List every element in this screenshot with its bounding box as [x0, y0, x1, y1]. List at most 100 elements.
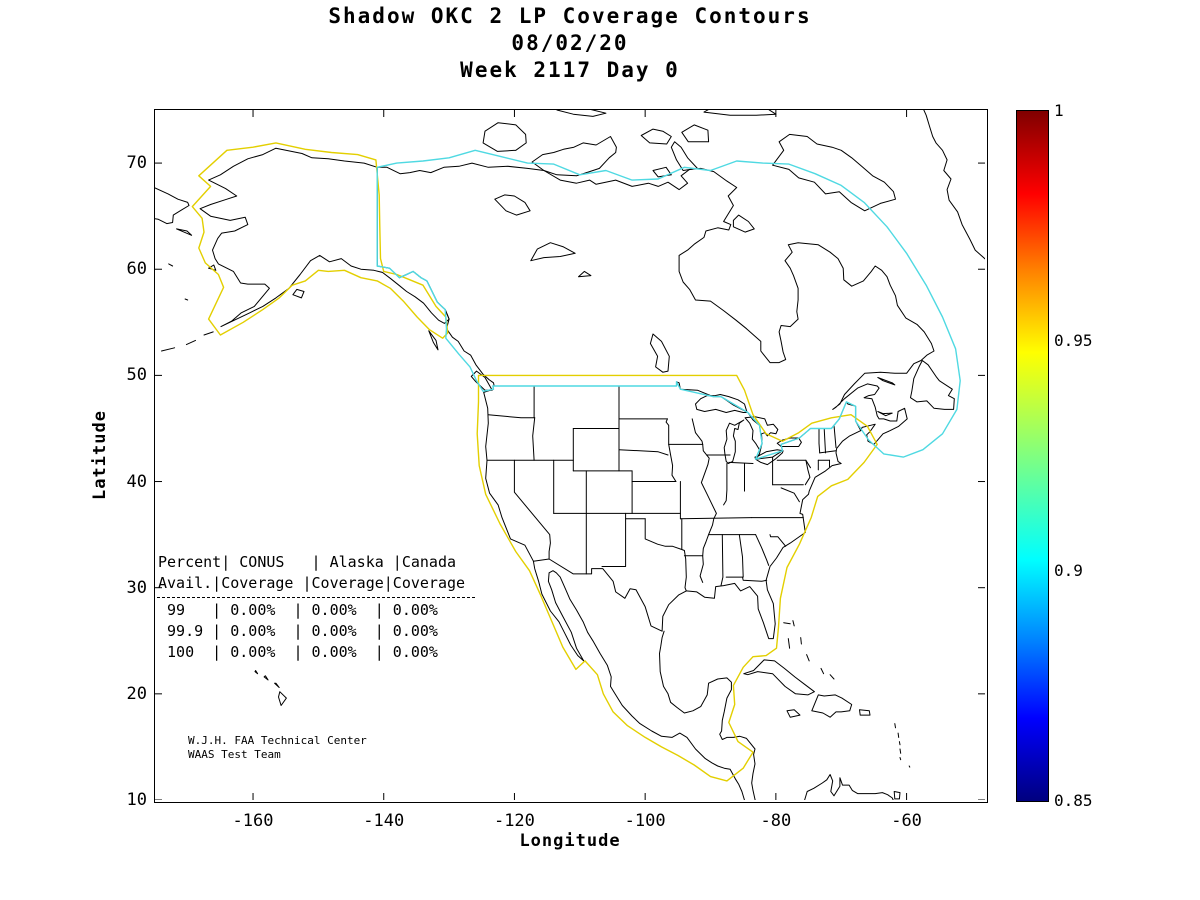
y-tick-label: 70	[126, 153, 147, 174]
coastline-path	[203, 331, 214, 336]
x-axis-label: Longitude	[519, 831, 621, 851]
coastline-path	[780, 487, 800, 503]
coastline-path	[823, 428, 826, 454]
coastline-path	[532, 417, 536, 461]
coastline-path	[483, 381, 862, 640]
coastline-path	[199, 147, 450, 328]
coastline-path	[772, 133, 896, 212]
coastline-path	[820, 667, 825, 675]
coastline-path	[783, 622, 791, 625]
coastline-path	[184, 298, 189, 301]
coastline-path	[811, 694, 853, 718]
coastline-path	[786, 709, 801, 718]
coastline-path	[679, 517, 753, 520]
colorbar-tick-label: 0.95	[1054, 331, 1093, 350]
y-tick-label: 40	[126, 471, 147, 492]
x-tick-label: -60	[891, 811, 922, 831]
coastline-path	[893, 791, 901, 800]
coastline-path	[254, 670, 259, 675]
coastline-path	[899, 757, 902, 761]
coastline-path	[776, 459, 811, 469]
title-line-1: Shadow OKC 2 LP Coverage Contours	[328, 4, 812, 28]
coastline-path	[819, 450, 837, 454]
map-plot-area	[154, 109, 988, 803]
colorbar-tick-label: 0.85	[1054, 791, 1093, 810]
credit-text: W.J.H. FAA Technical Center WAAS Test Te…	[188, 734, 367, 762]
coastline-path	[787, 638, 791, 649]
coastline-path	[829, 674, 835, 680]
coastline-path	[681, 124, 710, 143]
coastline-path	[665, 418, 677, 482]
x-tick-label: -140	[363, 811, 405, 831]
coastline-path	[482, 122, 527, 152]
coastline-path	[292, 288, 305, 299]
y-tick-label: 30	[126, 577, 147, 598]
colorbar-tick-label: 1	[1054, 101, 1064, 120]
coastline-path	[806, 654, 810, 662]
coastline-path	[278, 691, 287, 706]
coverage-table-rows: 99 | 0.00% | 0.00% | 0.00% 99.9 | 0.00% …	[167, 601, 438, 661]
coastline-path	[923, 110, 985, 260]
coastline-path	[640, 128, 672, 145]
coastline-path	[376, 162, 935, 445]
y-tick-label: 10	[126, 790, 147, 810]
coastline-path	[168, 263, 174, 267]
coastline-path	[578, 270, 592, 278]
y-tick-label: 50	[126, 365, 147, 386]
coastline-path	[649, 333, 670, 373]
coastline-path	[487, 414, 536, 419]
coverage-table-header: Percent| CONUS | Alaska |Canada Avail.|C…	[158, 553, 466, 592]
coastline-path	[618, 449, 669, 456]
coastline-path	[659, 630, 756, 800]
coastline-path	[644, 518, 683, 550]
coastline-path	[908, 765, 911, 768]
title-line-3: Week 2117 Day 0	[460, 58, 680, 82]
coastline-path	[897, 732, 900, 738]
coverage-contour-0.95	[191, 142, 449, 339]
coastline-path	[494, 194, 531, 216]
coastline-path	[695, 394, 748, 413]
coastline-path	[743, 659, 815, 696]
x-tick-label: -100	[624, 811, 666, 831]
coastline-path	[681, 518, 687, 592]
coastline-path	[818, 428, 821, 454]
coastline-path	[800, 637, 802, 645]
coastline-path	[894, 723, 896, 729]
coastline-path	[769, 534, 787, 547]
coastline-path	[859, 709, 871, 716]
coverage-contour-0.9	[376, 149, 961, 460]
north-america-map	[155, 110, 985, 800]
title-line-2: 08/02/20	[511, 31, 629, 55]
coastline-path	[792, 620, 795, 627]
coastline-path	[833, 424, 837, 449]
coverage-contour-0.95	[476, 374, 878, 782]
coastline-path	[691, 418, 717, 583]
coastline-path	[531, 136, 617, 177]
coastline-path	[513, 459, 551, 560]
coastline-path	[732, 214, 755, 233]
coastline-path	[738, 534, 744, 578]
coastline-path	[263, 675, 269, 681]
coastline-path	[652, 166, 672, 178]
coastline-path	[804, 774, 894, 800]
coastline-path	[877, 411, 893, 417]
x-tick-label: -160	[232, 811, 274, 831]
coastline-path	[556, 110, 607, 117]
coastline-path	[720, 534, 724, 587]
coastline-path	[155, 187, 190, 225]
colorbar	[1016, 110, 1049, 802]
plot-title: Shadow OKC 2 LP Coverage Contours 08/02/…	[155, 3, 985, 84]
coastline-path	[530, 242, 576, 262]
coastline-path	[428, 330, 439, 351]
coastline-path	[703, 110, 777, 116]
x-tick-label: -80	[760, 811, 792, 831]
coastline-path	[670, 141, 698, 171]
coastline-path	[601, 512, 627, 567]
coastline-path	[274, 682, 280, 688]
coastline-path	[899, 748, 902, 754]
coastline-path	[532, 560, 745, 800]
coastline-path	[898, 741, 901, 746]
coastline-path	[910, 360, 955, 410]
colorbar-tick-label: 0.9	[1054, 561, 1083, 580]
